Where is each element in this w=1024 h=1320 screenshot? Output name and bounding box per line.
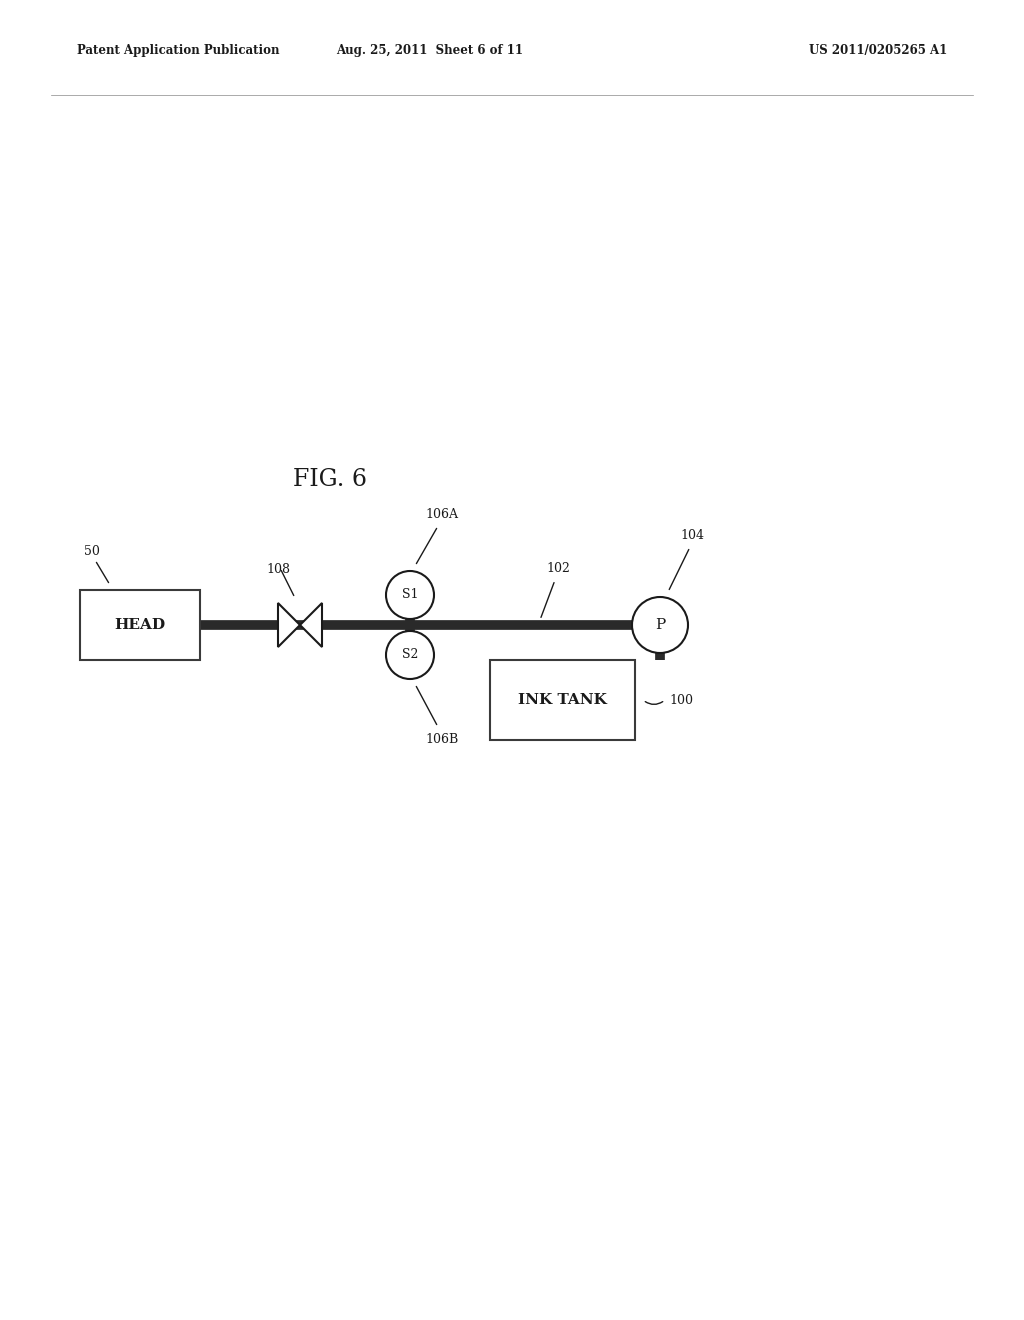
Text: 50: 50	[84, 545, 100, 558]
Text: S2: S2	[401, 648, 418, 661]
Polygon shape	[300, 603, 322, 647]
Text: 102: 102	[546, 562, 570, 576]
Text: S1: S1	[401, 589, 418, 602]
Text: Aug. 25, 2011  Sheet 6 of 11: Aug. 25, 2011 Sheet 6 of 11	[337, 44, 523, 57]
Circle shape	[386, 572, 434, 619]
Text: FIG. 6: FIG. 6	[293, 469, 367, 491]
Circle shape	[632, 597, 688, 653]
Text: 106B: 106B	[425, 733, 459, 746]
Text: 108: 108	[266, 564, 290, 576]
Text: HEAD: HEAD	[115, 618, 166, 632]
Text: 104: 104	[680, 529, 705, 543]
Text: 100: 100	[669, 693, 693, 706]
Text: 106A: 106A	[426, 508, 459, 521]
Text: Patent Application Publication: Patent Application Publication	[77, 44, 280, 57]
Circle shape	[386, 631, 434, 678]
Text: INK TANK: INK TANK	[518, 693, 607, 708]
Text: P: P	[655, 618, 666, 632]
Bar	[80, 590, 200, 660]
Bar	[490, 660, 635, 741]
Polygon shape	[278, 603, 300, 647]
Text: US 2011/0205265 A1: US 2011/0205265 A1	[809, 44, 947, 57]
